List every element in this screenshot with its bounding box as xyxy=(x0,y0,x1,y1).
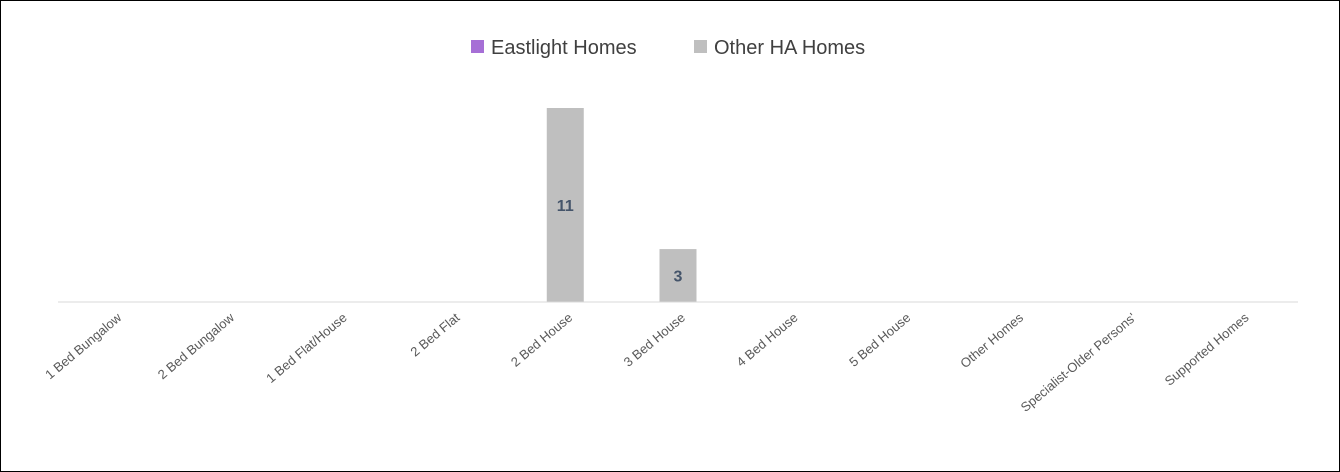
value-labels: 11 3 xyxy=(557,198,683,286)
legend-label: Eastlight Homes xyxy=(491,37,637,59)
x-tick-label: Other Homes xyxy=(957,309,1026,371)
x-tick-label: 2 Bed Flat xyxy=(407,310,462,360)
x-tick-label: 4 Bed House xyxy=(733,310,800,370)
bars xyxy=(546,108,697,302)
legend-swatch xyxy=(471,40,484,53)
x-tick-labels: 1 Bed Bungalow 2 Bed Bungalow 1 Bed Flat/H… xyxy=(42,309,1252,414)
x-tick-label: 2 Bed Bungalow xyxy=(155,309,238,382)
x-tick-label: 2 Bed House xyxy=(508,310,575,370)
x-tick-label: 1 Bed Bungalow xyxy=(42,309,125,382)
legend-label: Other HA Homes xyxy=(714,37,865,59)
legend-swatch xyxy=(694,40,707,53)
x-tick-label: Supported Homes xyxy=(1162,309,1252,388)
legend: Eastlight Homes Other HA Homes xyxy=(471,37,865,59)
bar-other-ha-homes xyxy=(659,249,697,302)
data-label: 3 xyxy=(674,269,683,286)
data-label: 11 xyxy=(557,198,574,215)
x-tick-label: 5 Bed House xyxy=(846,310,913,370)
legend-item-2: Other HA Homes xyxy=(694,37,865,59)
legend-item-1: Eastlight Homes xyxy=(471,37,637,59)
bar-other-ha-homes xyxy=(546,108,584,302)
x-tick-label: 3 Bed House xyxy=(621,310,688,370)
x-tick-label: Specialist-Older Persons' xyxy=(1018,310,1139,415)
x-tick-label: 1 Bed Flat/House xyxy=(263,310,350,386)
